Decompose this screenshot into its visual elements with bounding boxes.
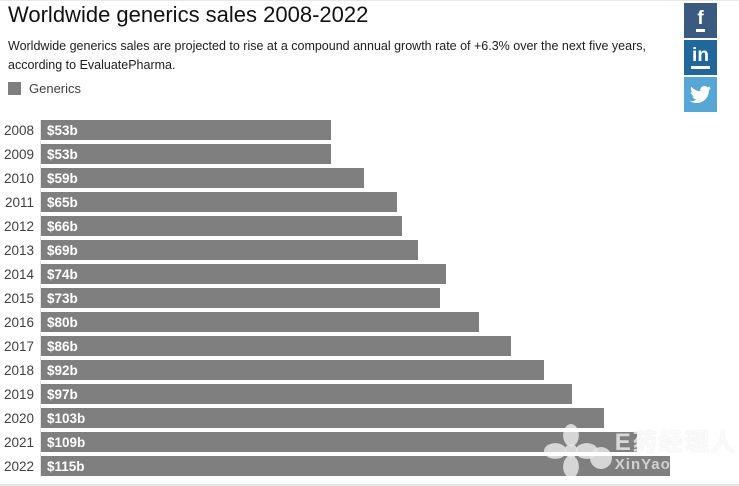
- chart-row: 2018 $92b: [0, 360, 739, 380]
- y-axis-line: [40, 120, 41, 477]
- chart-row: 2014 $74b: [0, 264, 739, 284]
- year-label: 2022: [3, 458, 34, 474]
- twitter-bird-icon: [690, 85, 711, 104]
- bar-2014[interactable]: $74b: [41, 264, 446, 284]
- bar-2022[interactable]: $115b: [41, 456, 670, 476]
- value-label: $74b: [47, 266, 78, 282]
- bar-2016[interactable]: $80b: [41, 312, 479, 332]
- bar-2019[interactable]: $97b: [41, 384, 572, 404]
- chart-row: 2017 $86b: [0, 336, 739, 356]
- value-label: $65b: [47, 194, 78, 210]
- chart-row: 2011 $65b: [0, 192, 739, 212]
- value-label: $73b: [47, 290, 78, 306]
- chart-row: 2021 $109b: [0, 432, 739, 452]
- year-label: 2010: [3, 170, 34, 186]
- year-label: 2015: [3, 290, 34, 306]
- year-label: 2019: [3, 386, 34, 402]
- value-label: $53b: [47, 122, 78, 138]
- bar-2008[interactable]: $53b: [41, 120, 331, 140]
- chart-row: 2022 $115b: [0, 456, 739, 476]
- chart-title: Worldwide generics sales 2008-2022: [8, 2, 369, 27]
- legend-label: Generics: [29, 81, 82, 96]
- legend-item-generics[interactable]: Generics: [8, 81, 81, 96]
- chart-subtitle: Worldwide generics sales are projected t…: [8, 39, 646, 72]
- bar-2017[interactable]: $86b: [41, 336, 511, 356]
- bar-chart: 2008 $53b 2009 $53b 2010 $59b 2011 $65b 2012 $66b…: [0, 120, 739, 480]
- linkedin-icon: in: [691, 46, 710, 69]
- chart-row: 2019 $97b: [0, 384, 739, 404]
- chart-row: 2009 $53b: [0, 144, 739, 164]
- value-label: $59b: [47, 170, 78, 186]
- year-label: 2011: [4, 194, 34, 210]
- bar-2011[interactable]: $65b: [41, 192, 397, 212]
- year-label: 2017: [3, 338, 34, 354]
- chart-row: 2010 $59b: [0, 168, 739, 188]
- bar-2012[interactable]: $66b: [41, 216, 402, 236]
- bar-2018[interactable]: $92b: [41, 360, 544, 380]
- chart-row: 2015 $73b: [0, 288, 739, 308]
- value-label: $97b: [47, 386, 78, 402]
- bar-2009[interactable]: $53b: [41, 144, 331, 164]
- chart-row: 2013 $69b: [0, 240, 739, 260]
- legend-swatch: [8, 82, 21, 95]
- chart-row: 2016 $80b: [0, 312, 739, 332]
- year-label: 2012: [3, 218, 34, 234]
- year-label: 2021: [3, 434, 34, 450]
- twitter-share-button[interactable]: [684, 77, 717, 112]
- facebook-share-button[interactable]: f: [684, 3, 717, 38]
- value-label: $66b: [47, 218, 78, 234]
- year-label: 2018: [3, 362, 34, 378]
- bar-2010[interactable]: $59b: [41, 168, 364, 188]
- bar-2020[interactable]: $103b: [41, 408, 604, 428]
- bar-2015[interactable]: $73b: [41, 288, 440, 308]
- year-label: 2013: [3, 242, 34, 258]
- bar-2021[interactable]: $109b: [41, 432, 637, 452]
- year-label: 2008: [3, 122, 34, 138]
- value-label: $53b: [47, 146, 78, 162]
- year-label: 2014: [3, 266, 34, 282]
- bar-2013[interactable]: $69b: [41, 240, 418, 260]
- year-label: 2009: [3, 146, 34, 162]
- value-label: $69b: [47, 242, 78, 258]
- value-label: $115b: [47, 458, 85, 474]
- chart-row: 2020 $103b: [0, 408, 739, 428]
- year-label: 2016: [3, 314, 34, 330]
- value-label: $86b: [47, 338, 78, 354]
- value-label: $92b: [47, 362, 78, 378]
- year-label: 2020: [3, 410, 34, 426]
- chart-row: 2008 $53b: [0, 120, 739, 140]
- value-label: $109b: [47, 434, 86, 450]
- facebook-icon: f: [696, 9, 705, 32]
- value-label: $103b: [47, 410, 86, 426]
- value-label: $80b: [47, 314, 78, 330]
- linkedin-share-button[interactable]: in: [684, 40, 717, 75]
- chart-row: 2012 $66b: [0, 216, 739, 236]
- social-share-bar: f in: [684, 3, 717, 114]
